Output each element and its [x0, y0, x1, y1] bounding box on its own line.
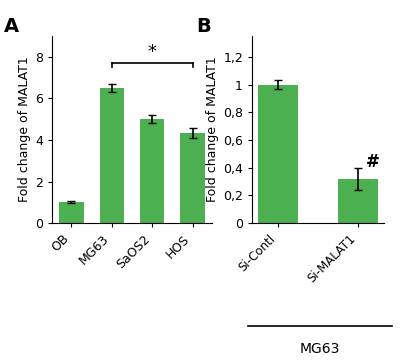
- Bar: [338, 179, 378, 223]
- Bar: [258, 85, 298, 223]
- Text: A: A: [4, 17, 19, 36]
- Bar: [180, 133, 205, 223]
- Y-axis label: Fold change of MALAT1: Fold change of MALAT1: [18, 57, 31, 202]
- Y-axis label: Fold change of MALAT1: Fold change of MALAT1: [206, 57, 219, 202]
- Text: *: *: [148, 43, 157, 61]
- Text: MG63: MG63: [300, 342, 340, 356]
- Bar: [140, 119, 164, 223]
- Text: B: B: [196, 17, 211, 36]
- Bar: [100, 88, 124, 223]
- Bar: [59, 202, 84, 223]
- Text: #: #: [366, 153, 380, 171]
